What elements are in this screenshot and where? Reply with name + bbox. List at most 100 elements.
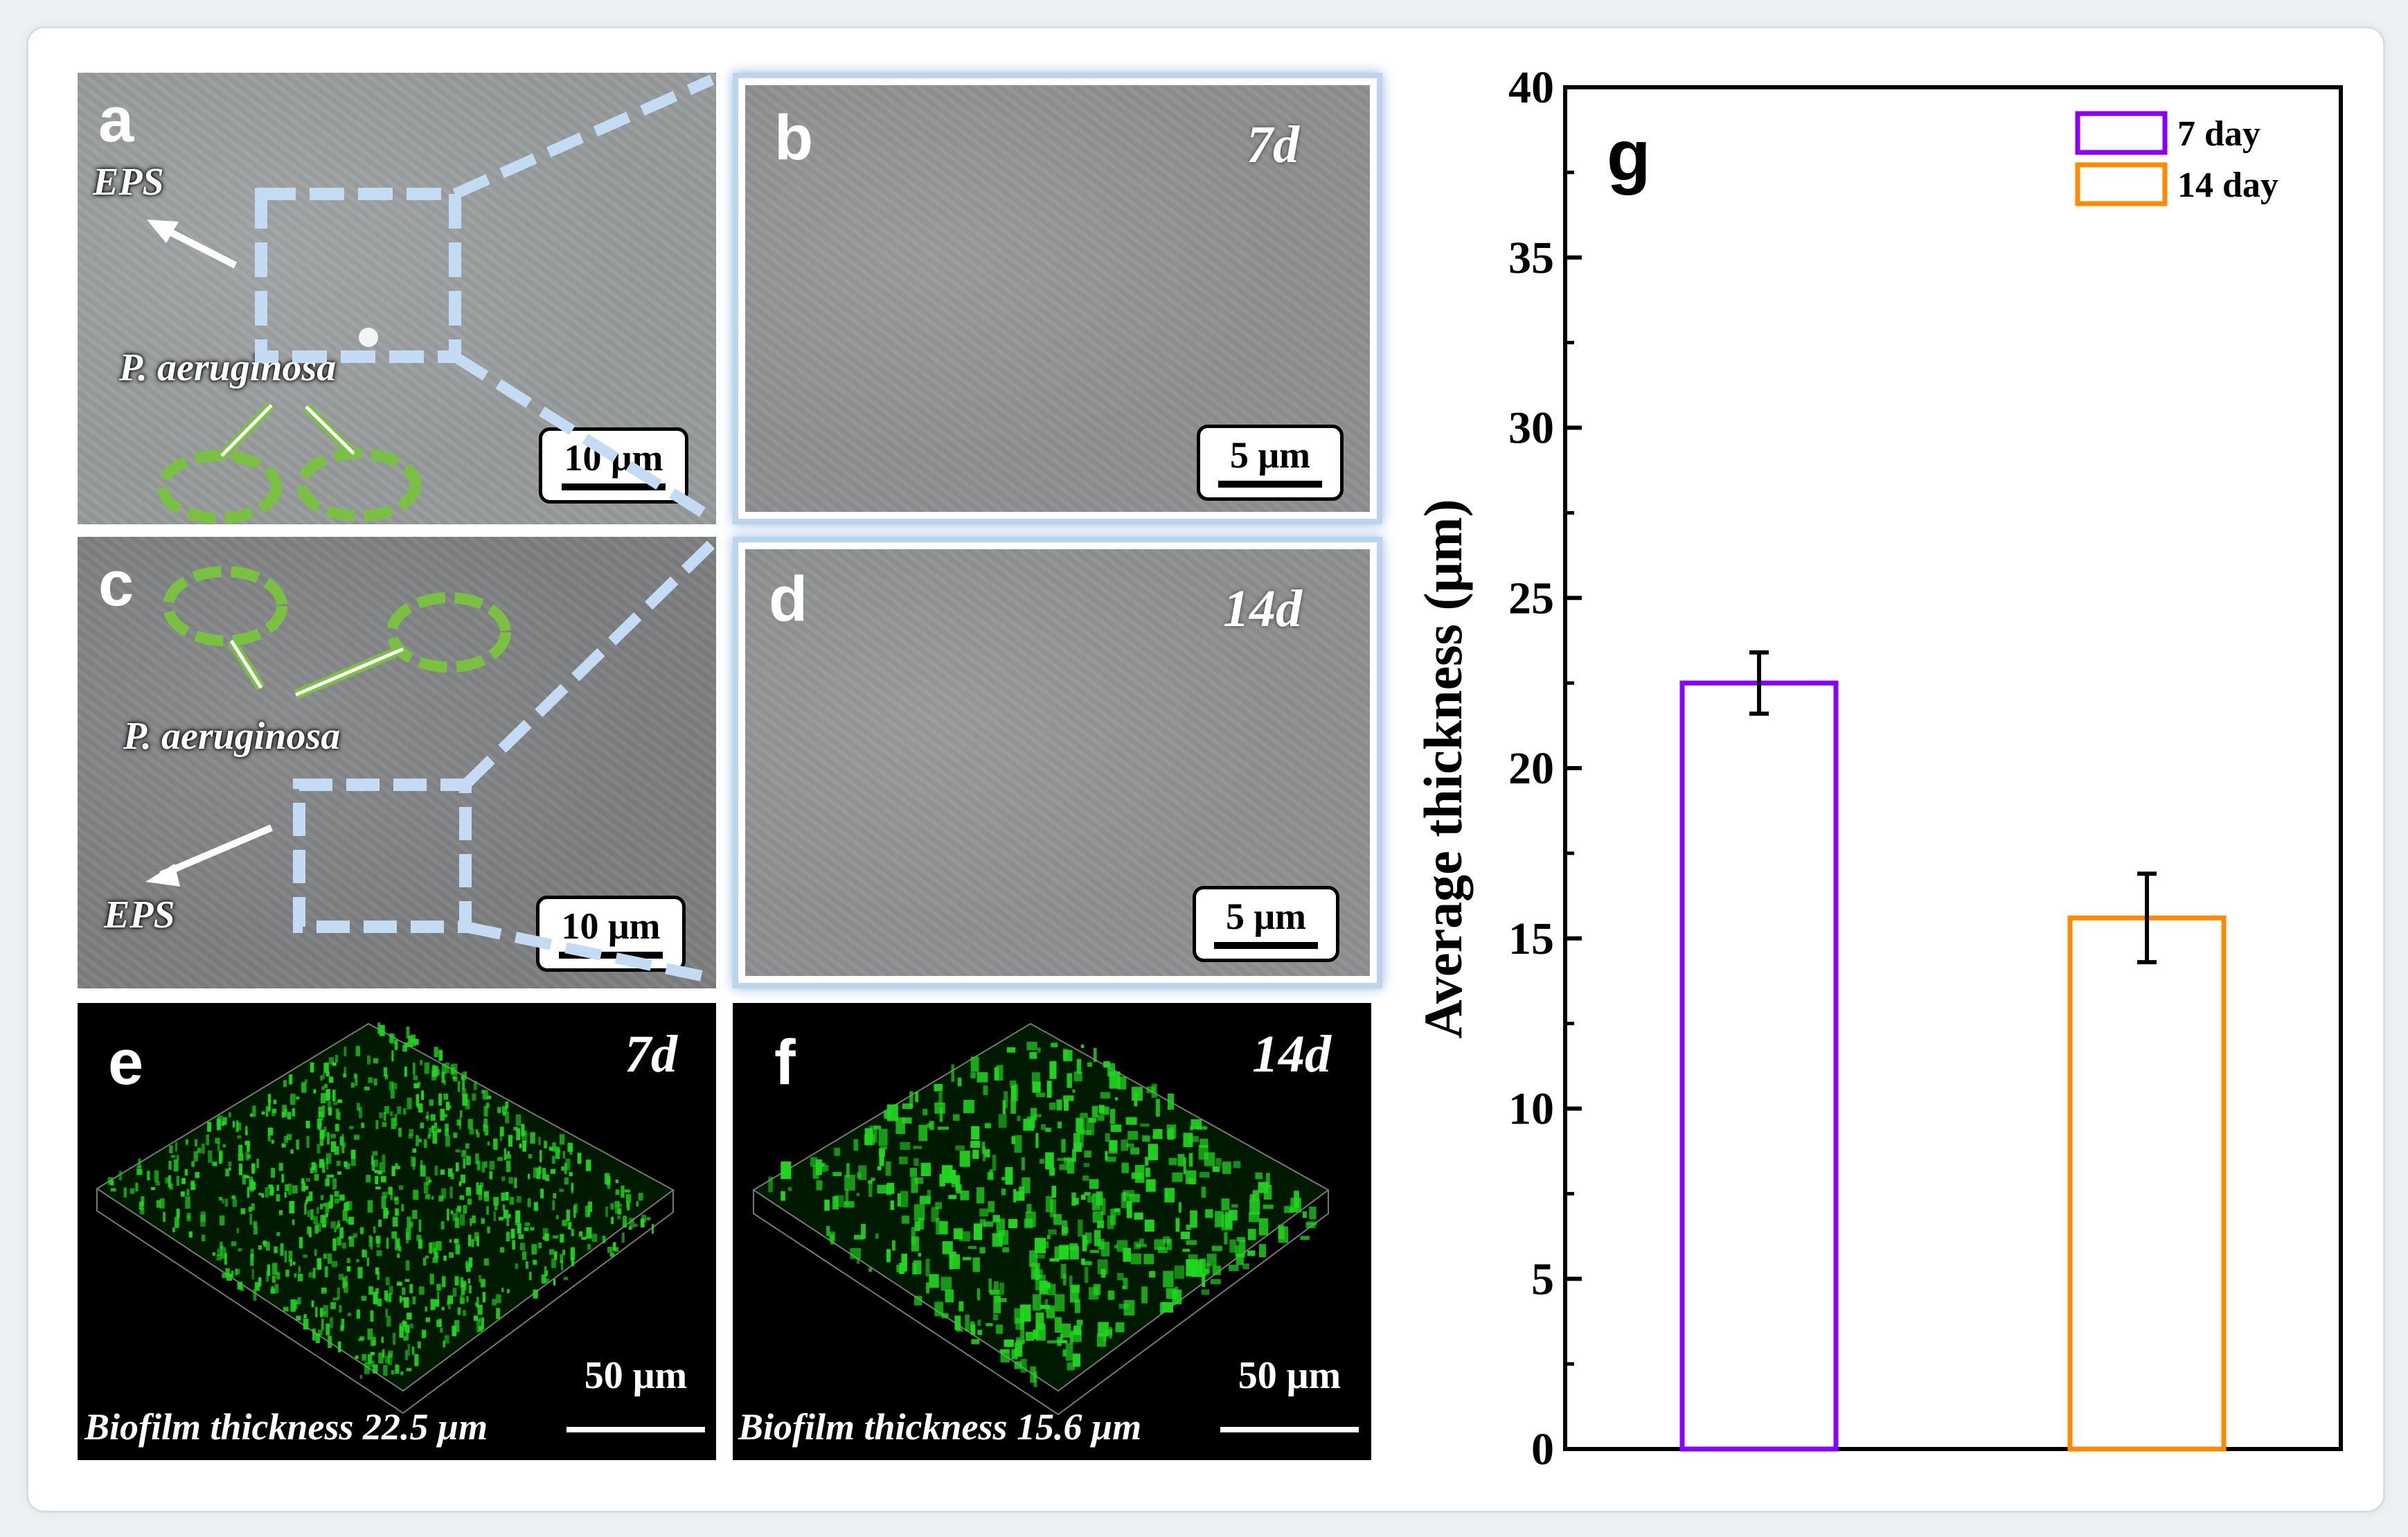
signal-speck — [240, 1286, 244, 1292]
signal-speck — [225, 1268, 230, 1276]
signal-speck — [559, 1134, 565, 1145]
signal-speck — [939, 1221, 948, 1235]
signal-speck — [442, 1276, 446, 1288]
signal-speck — [1048, 1229, 1057, 1235]
signal-speck — [450, 1210, 453, 1214]
signal-speck — [337, 1236, 341, 1246]
signal-speck — [542, 1168, 546, 1180]
signal-speck — [1101, 1198, 1106, 1215]
signal-speck — [505, 1101, 508, 1109]
signal-speck — [972, 1257, 980, 1272]
signal-speck — [1049, 1167, 1055, 1176]
signal-speck — [218, 1150, 223, 1162]
signal-speck — [359, 1227, 364, 1234]
signal-speck — [528, 1272, 532, 1281]
signal-speck — [1073, 1142, 1082, 1152]
signal-speck — [193, 1151, 198, 1162]
signal-speck — [403, 1336, 407, 1341]
signal-speck — [305, 1121, 310, 1128]
signal-speck — [1069, 1245, 1079, 1260]
signal-speck — [386, 1237, 389, 1249]
signal-speck — [999, 1349, 1009, 1353]
signal-speck — [197, 1148, 202, 1153]
signal-speck — [1252, 1190, 1260, 1200]
signal-speck — [509, 1197, 514, 1205]
signal-speck — [311, 1162, 316, 1171]
signal-speck — [403, 1108, 407, 1115]
signal-speck — [553, 1279, 556, 1286]
signal-speck — [330, 1133, 336, 1139]
signal-speck — [1067, 1073, 1072, 1088]
signal-speck — [379, 1112, 384, 1119]
signal-speck — [402, 1321, 407, 1327]
signal-speck — [272, 1263, 278, 1275]
signal-speck — [250, 1113, 253, 1117]
signal-speck — [493, 1197, 499, 1206]
signal-speck — [934, 1084, 943, 1092]
signal-speck — [602, 1236, 606, 1243]
signal-speck — [304, 1202, 307, 1215]
signal-speck — [249, 1182, 256, 1189]
signal-speck — [522, 1140, 527, 1152]
signal-speck — [141, 1196, 145, 1207]
signal-speck — [348, 1236, 355, 1247]
signal-speck — [1065, 1343, 1073, 1361]
signal-speck — [418, 1139, 422, 1142]
signal-speck — [561, 1166, 565, 1171]
scalebar-a-label: 10 μm — [564, 437, 663, 479]
signal-speck — [316, 1207, 319, 1214]
signal-speck — [552, 1155, 555, 1164]
signal-speck — [447, 1209, 449, 1221]
signal-speck — [1011, 1349, 1018, 1360]
signal-speck — [336, 1161, 341, 1166]
signal-speck — [541, 1274, 546, 1284]
signal-speck — [468, 1234, 472, 1247]
signal-speck — [1201, 1289, 1209, 1295]
bacteria-arrow-a2-core — [305, 405, 355, 455]
signal-speck — [1110, 1124, 1122, 1132]
signal-speck — [222, 1144, 226, 1148]
signal-speck — [321, 1318, 324, 1331]
signal-speck — [505, 1112, 510, 1123]
signal-speck — [304, 1079, 308, 1083]
signal-speck — [231, 1241, 237, 1247]
signal-speck — [325, 1153, 332, 1164]
signal-speck — [1188, 1136, 1199, 1142]
signal-speck — [1062, 1227, 1069, 1234]
signal-speck — [571, 1184, 573, 1193]
signal-speck — [432, 1257, 438, 1263]
signal-speck — [1148, 1144, 1158, 1161]
signal-speck — [454, 1276, 459, 1286]
signal-speck — [1186, 1240, 1197, 1245]
signal-speck — [989, 1290, 1000, 1295]
signal-speck — [1053, 1214, 1062, 1225]
signal-speck — [880, 1146, 888, 1150]
signal-speck — [1056, 1099, 1062, 1111]
y-axis: 0 5 10 15 20 25 30 35 40 — [1508, 62, 1582, 1475]
signal-speck — [553, 1235, 559, 1239]
signal-speck — [497, 1157, 503, 1162]
signal-speck — [1123, 1299, 1135, 1316]
signal-speck — [781, 1161, 792, 1180]
signal-speck — [458, 1081, 461, 1092]
signal-speck — [434, 1122, 438, 1129]
signal-speck — [155, 1182, 160, 1186]
signal-speck — [565, 1158, 571, 1171]
signal-speck — [487, 1226, 490, 1234]
signal-speck — [502, 1112, 506, 1116]
signal-speck — [335, 1123, 339, 1132]
signal-speck — [1049, 1102, 1056, 1110]
signal-speck — [459, 1195, 465, 1200]
signal-speck — [434, 1252, 438, 1258]
signal-speck — [934, 1102, 945, 1114]
legend-swatch — [2075, 111, 2168, 155]
signal-speck — [533, 1259, 536, 1264]
signal-speck — [1080, 1045, 1085, 1048]
signal-speck — [1309, 1206, 1317, 1220]
signal-speck — [432, 1242, 437, 1253]
signal-speck — [320, 1195, 324, 1200]
signal-speck — [559, 1189, 564, 1192]
signal-speck — [327, 1253, 332, 1264]
signal-speck — [249, 1214, 253, 1225]
signal-speck — [868, 1268, 873, 1272]
